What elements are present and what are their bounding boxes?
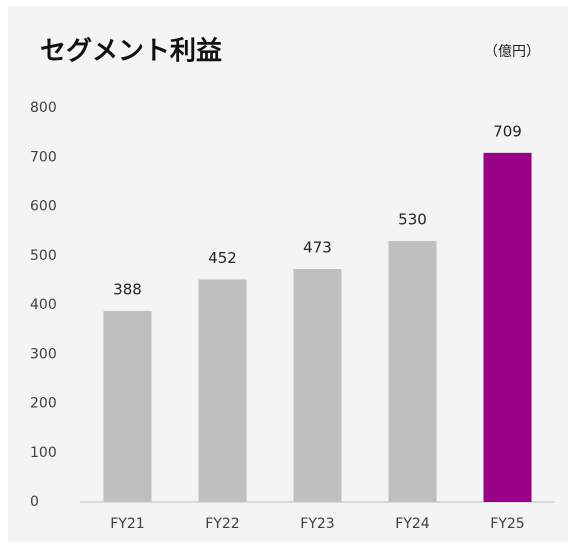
y-tick-label: 200	[30, 396, 57, 412]
value-label: 530	[398, 210, 427, 228]
x-tick-label: FY23	[300, 516, 334, 532]
chart-background	[8, 6, 568, 542]
value-label: 452	[208, 249, 237, 267]
value-label: 473	[303, 239, 332, 257]
y-tick-label: 100	[30, 445, 57, 461]
bar	[103, 310, 152, 502]
bar	[483, 152, 532, 502]
unit-label: （億円）	[484, 44, 540, 60]
x-tick-label: FY25	[490, 516, 524, 532]
value-label: 709	[493, 122, 522, 140]
y-tick-label: 800	[30, 100, 57, 116]
bar	[388, 240, 437, 502]
y-tick-label: 500	[30, 248, 57, 264]
x-tick-label: FY21	[110, 516, 144, 532]
x-tick-label: FY22	[205, 516, 239, 532]
chart-title: セグメント利益	[40, 37, 222, 67]
y-tick-label: 0	[30, 494, 39, 510]
y-tick-label: 700	[30, 149, 57, 165]
y-tick-label: 600	[30, 199, 57, 215]
bar	[293, 269, 342, 502]
value-label: 388	[113, 280, 142, 298]
bar	[198, 279, 247, 502]
y-tick-label: 300	[30, 346, 57, 362]
y-tick-label: 400	[30, 297, 57, 313]
x-tick-label: FY24	[395, 516, 430, 532]
